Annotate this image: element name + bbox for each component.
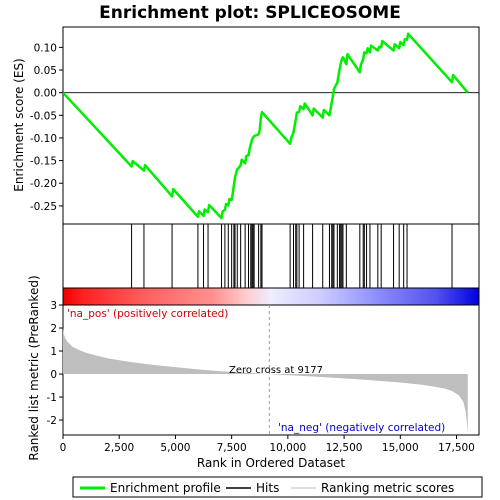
es-axis: 0.10 0.05 0.00 -0.05 -0.10 -0.15 -0.20 -0.25 bbox=[30, 42, 63, 213]
ranking-metric-area bbox=[63, 328, 468, 434]
metric-tick-label: -2 bbox=[47, 415, 57, 427]
x-tick-label: 12,500 bbox=[326, 442, 363, 454]
es-tick-label: 0.05 bbox=[34, 65, 57, 77]
es-tick-label: -0.15 bbox=[30, 156, 57, 168]
x-axis-label: Rank in Ordered Dataset bbox=[197, 456, 345, 470]
es-tick-label: 0.10 bbox=[34, 42, 57, 54]
metric-axis: 3 2 1 0 -1 -2 bbox=[47, 300, 63, 427]
x-tick-label: 15,000 bbox=[382, 442, 419, 454]
x-tick-label: 0 bbox=[60, 442, 67, 454]
x-tick-label: 2,500 bbox=[104, 442, 134, 454]
neg-correlated-label: 'na_neg' (negatively correlated) bbox=[278, 422, 445, 434]
metric-tick-label: -1 bbox=[47, 392, 57, 404]
legend-metric-label: Ranking metric scores bbox=[321, 481, 454, 495]
hits-panel bbox=[62, 223, 480, 289]
es-line-layer bbox=[63, 32, 469, 220]
es-y-axis-label: Enrichment score (ES) bbox=[12, 58, 26, 191]
metric-tick-label: 3 bbox=[50, 300, 57, 312]
legend: Enrichment profile Hits Ranking metric s… bbox=[72, 476, 483, 498]
es-tick-label: -0.20 bbox=[30, 178, 57, 190]
legend-box bbox=[72, 476, 483, 498]
hits-panel-frame bbox=[62, 223, 480, 289]
x-axis: 0 2,500 5,000 7,500 10,000 12,500 15,000 17,500 bbox=[60, 435, 475, 454]
x-tick-label: 10,000 bbox=[269, 442, 306, 454]
legend-hits-label: Hits bbox=[256, 481, 279, 495]
metric-tick-label: 2 bbox=[50, 323, 57, 335]
metric-tick-label: 0 bbox=[50, 369, 57, 381]
chart-title: Enrichment plot: SPLICEOSOME bbox=[99, 3, 401, 23]
zero-cross-label: Zero cross at 9177 bbox=[229, 365, 323, 376]
pos-correlated-label: 'na_pos' (positively correlated) bbox=[67, 308, 228, 320]
metric-panel: 3 2 1 0 -1 -2 'na_pos' (positively correlated… bbox=[47, 300, 480, 436]
es-panel: 0.10 0.05 0.00 -0.05 -0.10 -0.15 -0.20 -0.25 bbox=[30, 26, 480, 225]
ranking-heat-bar bbox=[62, 287, 480, 306]
metric-layer bbox=[63, 305, 468, 435]
metric-tick-label: 1 bbox=[50, 346, 57, 358]
x-tick-label: 5,000 bbox=[160, 442, 190, 454]
hits-layer bbox=[131, 224, 453, 288]
es-tick-label: -0.05 bbox=[30, 110, 57, 122]
x-tick-label: 17,500 bbox=[438, 442, 475, 454]
metric-y-axis-label: Ranked list metric (PreRanked) bbox=[27, 275, 41, 460]
es-tick-label: 0.00 bbox=[34, 88, 57, 100]
es-tick-label: -0.10 bbox=[30, 133, 57, 145]
es-panel-frame bbox=[62, 26, 480, 225]
x-tick-label: 7,500 bbox=[217, 442, 247, 454]
enrichment-profile-line bbox=[63, 32, 469, 220]
es-tick-label: -0.25 bbox=[30, 201, 57, 213]
legend-enrichment-label: Enrichment profile bbox=[110, 481, 221, 495]
